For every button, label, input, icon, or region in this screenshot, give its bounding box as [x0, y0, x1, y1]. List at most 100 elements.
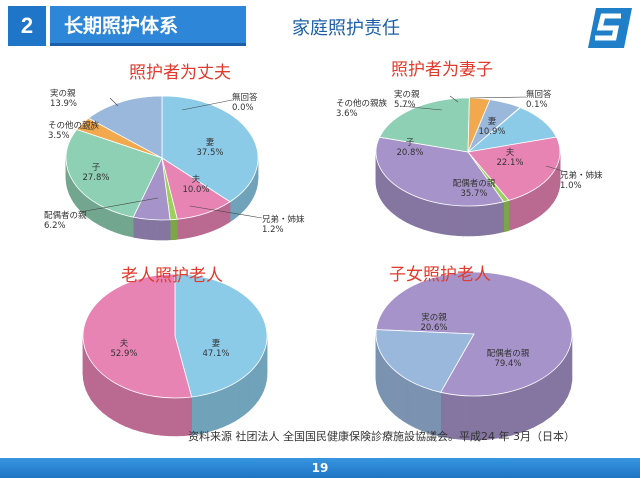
- pie-side-strip: [412, 382, 416, 429]
- pie-side-strip: [417, 384, 422, 431]
- pie-side-strip: [524, 192, 528, 225]
- pie-side-strip: [402, 189, 408, 223]
- pie-side-strip: [493, 202, 500, 235]
- pie-side-strip: [93, 201, 98, 225]
- slice-label: 実の親: [50, 88, 76, 99]
- page-number: 19: [311, 461, 329, 475]
- pie-slice: [82, 273, 193, 399]
- pie-side-strip: [522, 382, 534, 433]
- pie-side-strip: [128, 215, 134, 238]
- pie-side-strip: [125, 214, 130, 237]
- slice-label: 妻: [488, 116, 497, 127]
- footer-bar: 19: [0, 458, 640, 478]
- pie-side-strip: [410, 380, 414, 428]
- pie-side-strip: [419, 197, 425, 230]
- slice-value: 20.6%: [420, 323, 447, 333]
- pie-side-strip: [442, 203, 449, 236]
- section-number: 2: [8, 6, 46, 46]
- pie-side-strip: [498, 201, 504, 234]
- pie-slice: [65, 128, 163, 218]
- slice-value: 35.7%: [460, 189, 487, 199]
- pie-side-strip: [176, 397, 185, 437]
- pie-side-strip: [217, 388, 224, 430]
- pie-side-strip: [508, 199, 512, 231]
- pie-side-strip: [243, 372, 249, 416]
- pie-side-strip: [138, 392, 147, 434]
- pie-side-strip: [534, 187, 537, 220]
- pie-side-strip: [233, 195, 238, 220]
- pie-side-strip: [384, 174, 388, 210]
- slice-value: 1.2%: [262, 225, 284, 235]
- pie-side-strip: [210, 390, 218, 432]
- pie-side-strip: [382, 171, 386, 207]
- slice-label: 兄弟・姉妹: [560, 170, 603, 181]
- slice-label: その他の親族: [336, 98, 388, 109]
- pie-side-strip: [103, 206, 108, 230]
- leader-line: [545, 165, 567, 173]
- pie-slice: [467, 136, 561, 201]
- pie-side-strip: [397, 372, 400, 419]
- pie-side-strip: [125, 387, 133, 430]
- slice-label: 妻: [206, 137, 215, 148]
- pie-side-strip: [516, 196, 521, 229]
- source-note: 资料来源 社团法人 全国国民健康保険診療施設協議会。平成24 年 3月（日本）: [188, 430, 575, 443]
- leader-line: [449, 95, 459, 103]
- pie-side-strip: [567, 344, 571, 397]
- pie-slice: [375, 136, 505, 207]
- pie-side-strip: [457, 205, 464, 237]
- pie-side-strip: [437, 202, 444, 235]
- chart-title: 照护者为丈夫: [129, 63, 231, 83]
- slice-value: 47.1%: [202, 349, 229, 359]
- pie-side-strip: [410, 193, 416, 227]
- slice-value: 10.0%: [182, 185, 209, 195]
- pie-side-strip: [146, 394, 155, 435]
- leader-line: [181, 99, 233, 111]
- pie-side-strip: [119, 384, 126, 427]
- pie-side-strip: [406, 191, 412, 225]
- pie-side-strip: [228, 382, 235, 425]
- pie-side-strip: [542, 371, 552, 423]
- pie-side-strip: [395, 185, 400, 219]
- pie-side-strip: [98, 369, 104, 414]
- pie-side-strip: [428, 200, 434, 233]
- pie-slice: [174, 273, 268, 398]
- pie-side-strip: [399, 187, 404, 221]
- pie-side: [82, 330, 268, 437]
- pie-side-strip: [550, 365, 559, 418]
- pie-side-strip: [258, 356, 262, 401]
- pie-side-strip: [533, 377, 543, 428]
- chart-title: 照护者为妻子: [391, 60, 493, 80]
- slice-value: 5.7%: [394, 100, 416, 110]
- slice-value: 6.2%: [44, 221, 66, 231]
- pie-side-strip: [462, 205, 469, 237]
- pie-side-strip: [522, 193, 526, 226]
- pie-side-strip: [94, 365, 99, 410]
- pie-side-strip: [87, 355, 92, 401]
- pie-side-strip: [519, 195, 523, 228]
- pie-side-strip: [514, 197, 518, 230]
- slice-value: 0.0%: [232, 103, 254, 113]
- pie-side-strip: [527, 191, 531, 224]
- pie-side-strip: [121, 213, 126, 236]
- pie-slice: [87, 95, 163, 159]
- pie-side-strip: [415, 383, 419, 430]
- pie-side-strip: [414, 195, 420, 229]
- pie-side-strip: [248, 369, 253, 413]
- pie-side-strip: [529, 190, 533, 223]
- pie-side-strip: [153, 395, 162, 436]
- pie-side-strip: [251, 364, 257, 409]
- pie-side-strip: [557, 358, 564, 412]
- slice-label: 実の親: [394, 89, 420, 100]
- pie-side-strip: [538, 184, 542, 218]
- slice-label: 実の親: [421, 312, 447, 323]
- pie-side-strip: [403, 376, 407, 424]
- pie-side-strip: [90, 199, 95, 223]
- pie-side-strip: [168, 397, 177, 437]
- slice-label: 兄弟・姉妹: [262, 214, 305, 225]
- pie-side-strip: [452, 204, 459, 237]
- pie-side-strip: [261, 352, 264, 396]
- slice-value: 0.1%: [526, 100, 548, 110]
- slice-value: 27.8%: [82, 173, 109, 183]
- pie-side-strip: [102, 374, 109, 418]
